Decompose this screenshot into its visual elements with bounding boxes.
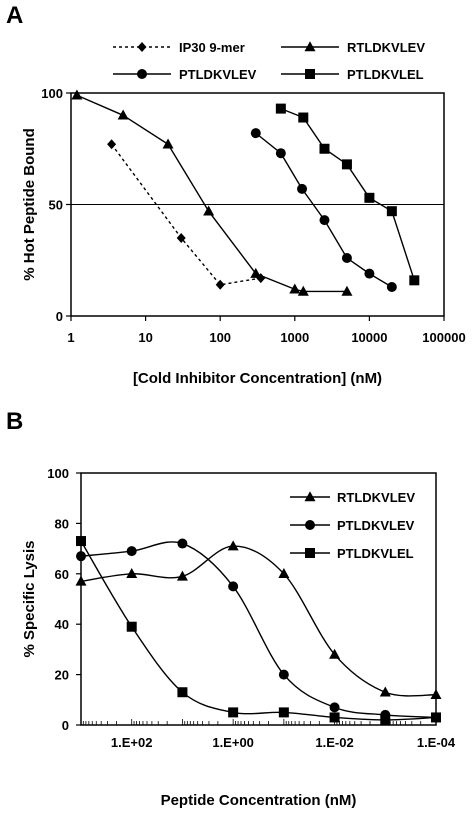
x-tick-label-b: 1.E-04	[417, 735, 456, 750]
legend-label: PTLDKVLEV	[179, 67, 257, 82]
x-tick-label-a: 100	[209, 330, 231, 345]
data-point-circle	[386, 282, 397, 293]
series-line-RTLDKVLEV	[80, 545, 437, 697]
y-tick-label-a: 0	[56, 309, 63, 324]
data-point-triangle	[117, 109, 129, 120]
legend-label: PTLDKVLEL	[347, 67, 424, 82]
legend-marker-circle	[305, 520, 315, 530]
data-point-square	[341, 159, 352, 170]
y-tick-label-b: 60	[55, 567, 69, 582]
y-tick-label-b: 80	[55, 516, 69, 531]
data-point-square	[126, 621, 137, 632]
data-point-square	[386, 206, 397, 217]
data-point-circle	[319, 215, 330, 226]
legend-marker-circle	[137, 69, 147, 79]
data-point-triangle	[203, 205, 215, 216]
x-tick-label-a: 1	[67, 330, 74, 345]
legend-label: RTLDKVLEV	[347, 40, 425, 55]
data-point-square	[177, 687, 188, 698]
data-point-diamond	[176, 232, 186, 243]
data-point-circle	[250, 128, 261, 139]
data-point-triangle	[250, 267, 262, 278]
legend-marker-square	[305, 548, 315, 558]
x-axis-label-b: Peptide Concentration (nM)	[161, 792, 357, 809]
data-point-square	[319, 143, 330, 154]
y-tick-label-b: 0	[62, 718, 69, 733]
data-point-triangle	[379, 686, 391, 697]
data-point-circle	[278, 669, 289, 680]
data-point-square	[409, 275, 420, 286]
data-point-square	[76, 536, 86, 547]
data-point-square	[275, 103, 286, 114]
series-line-PTLDKVLEV	[255, 132, 393, 288]
data-point-circle	[329, 702, 340, 713]
data-point-circle	[297, 183, 308, 194]
data-point-circle	[275, 148, 286, 159]
data-point-triangle	[430, 689, 442, 700]
data-point-triangle	[162, 138, 174, 149]
data-point-square	[380, 714, 391, 725]
data-point-triangle	[75, 575, 87, 586]
y-tick-label-b: 100	[47, 466, 69, 481]
data-point-square	[329, 712, 340, 723]
data-point-triangle	[176, 570, 188, 581]
x-axis-label-a: [Cold Inhibitor Concentration] (nM)	[133, 370, 382, 387]
y-tick-label-a: 100	[41, 86, 63, 101]
y-tick-label-a: 50	[49, 198, 63, 213]
data-point-triangle	[126, 568, 138, 579]
data-point-triangle	[227, 540, 239, 551]
plot-frame-b	[80, 472, 437, 726]
data-point-triangle	[278, 568, 290, 579]
legend-label: PTLDKVLEL	[337, 546, 414, 561]
data-point-triangle	[341, 285, 353, 296]
legend-marker-triangle	[304, 491, 316, 502]
series-line-RTLDKVLEV	[76, 94, 347, 293]
panel-b-label: B	[6, 408, 24, 435]
data-point-circle	[341, 253, 352, 264]
x-tick-label-b: 1.E+00	[212, 735, 254, 750]
series-line-PTLDKVLEV	[80, 541, 437, 719]
data-point-circle	[76, 551, 86, 562]
y-tick-label-b: 40	[55, 617, 69, 632]
x-tick-label-a: 10000	[351, 330, 387, 345]
legend-marker-diamond	[137, 42, 147, 52]
y-axis-label-b: % Specific Lysis	[21, 541, 38, 658]
legend-label: RTLDKVLEV	[337, 490, 415, 505]
data-point-square	[228, 707, 239, 718]
y-tick-label-b: 20	[55, 668, 69, 683]
data-point-square	[298, 112, 309, 123]
chart-a: 0 50 100 1 10 100 1000 10000 100000 [Cold Inhibit…	[21, 40, 466, 387]
series-line-IP30 9-mer	[111, 143, 261, 286]
data-point-square	[431, 712, 441, 723]
legend-label: PTLDKVLEV	[337, 518, 415, 533]
legend-marker-square	[305, 69, 315, 79]
data-point-circle	[364, 268, 375, 279]
x-tick-label-a: 10	[138, 330, 152, 345]
data-point-diamond	[107, 139, 117, 150]
data-point-circle	[177, 538, 188, 549]
data-point-triangle	[297, 285, 309, 296]
x-tick-label-b: 1.E-02	[315, 735, 353, 750]
data-point-triangle	[329, 648, 341, 659]
y-axis-label-a: % Hot Peptide Bound	[21, 128, 38, 281]
data-point-circle	[228, 581, 239, 592]
data-point-diamond	[215, 279, 225, 290]
legend-marker-triangle	[304, 41, 316, 52]
legend-label: IP30 9-mer	[179, 40, 245, 55]
data-point-circle	[126, 546, 137, 557]
data-point-square	[278, 707, 289, 718]
data-point-square	[364, 192, 375, 203]
x-tick-label-a: 1000	[280, 330, 309, 345]
chart-b: 0 20 40 60 80 100 1.E+02 1.E+00 1.E-02 1.E-04 Pept…	[21, 466, 456, 809]
x-tick-label-a: 100000	[422, 330, 465, 345]
panel-a-label: A	[6, 2, 24, 29]
data-point-triangle	[71, 89, 83, 100]
x-tick-label-b: 1.E+02	[111, 735, 153, 750]
data-point-triangle	[289, 283, 301, 294]
